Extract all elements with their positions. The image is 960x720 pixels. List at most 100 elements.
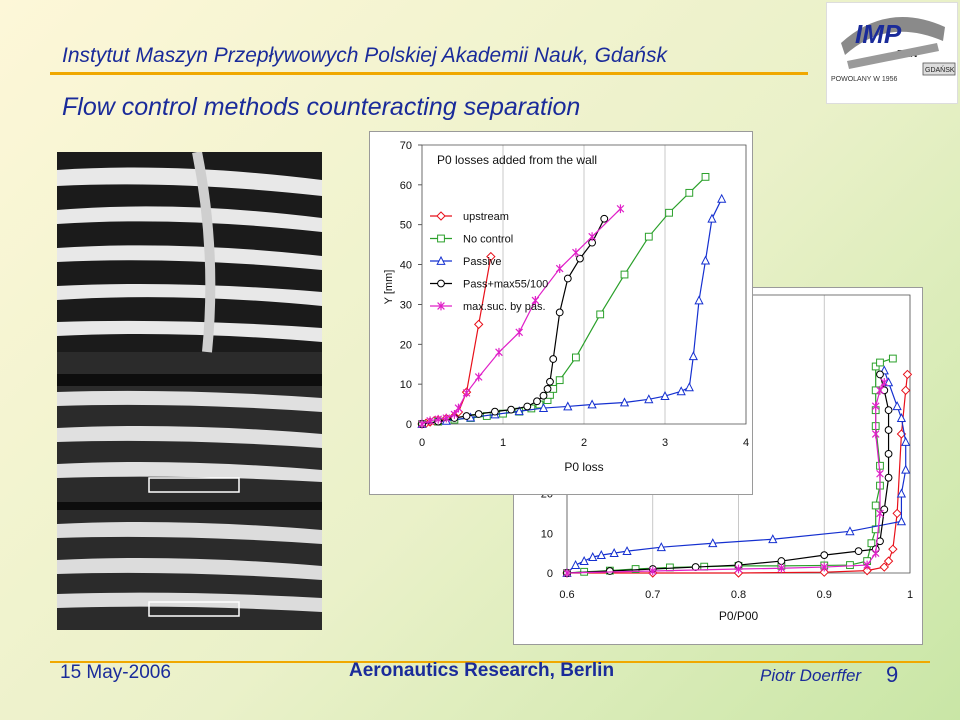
data-point <box>901 464 911 474</box>
data-point <box>546 377 554 386</box>
data-point <box>570 559 581 569</box>
data-point <box>884 406 893 415</box>
data-point <box>879 562 889 572</box>
footer-rule <box>50 661 930 663</box>
data-point <box>701 172 710 181</box>
data-point <box>572 353 580 362</box>
series-line <box>567 374 909 574</box>
data-point <box>620 270 629 279</box>
logo-city: GDAŃSK <box>925 65 955 74</box>
data-point <box>820 562 829 572</box>
data-point <box>902 369 913 380</box>
data-point <box>648 566 657 576</box>
y-tick-label: 40 <box>400 260 412 272</box>
data-point <box>888 354 897 363</box>
legend-marker <box>436 255 446 265</box>
data-point <box>572 248 580 258</box>
data-point <box>588 232 596 242</box>
data-point <box>676 386 686 396</box>
data-point <box>514 406 524 416</box>
footer-conference: Aeronautics Research, Berlin <box>349 660 615 681</box>
data-point <box>491 407 499 416</box>
y-tick-label: 10 <box>541 528 553 540</box>
data-point <box>707 213 717 223</box>
data-point <box>888 544 898 554</box>
data-point <box>576 254 584 263</box>
data-point <box>563 401 573 411</box>
x-tick-label: 4 <box>743 437 749 449</box>
data-point <box>656 542 666 552</box>
series-passive <box>562 365 911 577</box>
data-point <box>871 429 880 439</box>
data-point <box>884 449 893 458</box>
data-point <box>473 319 484 330</box>
data-point <box>863 560 871 570</box>
legend-marker <box>436 211 446 221</box>
data-point <box>665 208 673 217</box>
data-point <box>883 556 894 566</box>
data-point <box>901 385 911 396</box>
data-point <box>549 355 558 363</box>
legend-label: No control <box>463 234 513 246</box>
data-point <box>768 534 778 544</box>
data-point <box>587 399 597 409</box>
y-tick-label: 0 <box>406 419 412 431</box>
data-point <box>543 385 552 393</box>
data-point <box>523 402 532 411</box>
data-point <box>486 251 496 262</box>
data-point <box>867 539 876 548</box>
data-point <box>871 548 880 558</box>
flow-visualization-photo <box>57 151 322 630</box>
interferogram-middle <box>57 390 322 493</box>
data-point <box>600 214 609 223</box>
data-point <box>685 188 694 197</box>
series-max-suc-by-pas- <box>418 204 625 429</box>
data-point <box>708 538 718 548</box>
data-point <box>596 550 606 560</box>
data-point <box>892 401 902 411</box>
data-point <box>644 232 653 241</box>
legend-marker <box>437 301 445 311</box>
legend: upstream No control Passive Pass+max55/100 m… <box>430 211 548 313</box>
x-tick-label: 0.6 <box>559 589 574 601</box>
data-point <box>619 397 630 407</box>
data-point <box>871 362 880 371</box>
data-point <box>609 548 619 558</box>
imp-pan-logo: IMP PAN GDAŃSK POWOLANY W 1956 <box>826 2 958 104</box>
data-point <box>644 394 654 404</box>
x-axis-label: P0 loss <box>564 460 603 474</box>
series-line <box>421 218 605 425</box>
data-point <box>876 358 884 367</box>
data-point <box>694 295 704 305</box>
data-point <box>450 410 459 419</box>
data-point <box>777 557 786 565</box>
data-point <box>579 555 589 565</box>
interferogram-top <box>57 151 322 353</box>
logo-since: POWOLANY W 1956 <box>831 76 898 83</box>
data-point <box>538 402 549 412</box>
x-axis-label: P0/P00 <box>719 609 759 623</box>
legend-marker <box>437 234 445 243</box>
data-point <box>426 416 434 426</box>
data-point <box>631 565 640 573</box>
data-point <box>660 391 670 400</box>
data-point <box>876 509 884 518</box>
data-point <box>901 436 911 446</box>
data-point <box>563 568 571 578</box>
data-point <box>622 546 632 556</box>
data-point <box>876 385 884 395</box>
y-tick-label: 30 <box>400 299 412 311</box>
data-point <box>880 386 889 395</box>
data-point <box>533 397 541 406</box>
data-point <box>474 410 483 418</box>
data-point <box>588 552 598 562</box>
legend-label: max.suc. by pas. <box>463 301 546 313</box>
logo-main: IMP <box>855 19 902 49</box>
x-tick-label: 0.9 <box>817 589 832 601</box>
data-point <box>454 403 463 413</box>
data-point <box>876 469 884 479</box>
data-point <box>563 274 572 283</box>
data-point <box>700 255 711 265</box>
data-point <box>684 382 694 392</box>
y-tick-label: 0 <box>547 568 553 580</box>
